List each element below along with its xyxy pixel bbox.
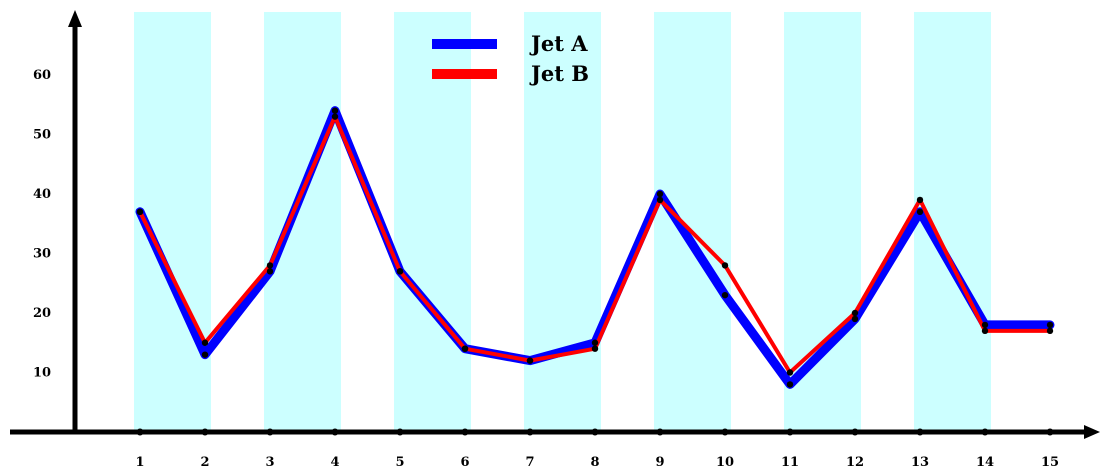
x-tick-label-8: 8: [590, 455, 599, 468]
data-point-jet-b-6: [461, 345, 469, 352]
y-tick-label-40: 40: [33, 187, 51, 202]
legend-label-jet-b: Jet B: [529, 61, 589, 86]
data-point-jet-b-12: [851, 309, 859, 317]
y-tick-label-20: 20: [33, 306, 51, 321]
y-tick-label-30: 30: [33, 247, 51, 262]
x-tick-mark-1: [136, 428, 144, 436]
data-point-jet-b-4: [331, 113, 339, 120]
data-points: [136, 107, 1054, 388]
x-tick-mark-8: [591, 428, 599, 436]
x-tick-label-12: 12: [846, 455, 864, 468]
x-tick-mark-12: [851, 428, 859, 436]
x-tick-label-3: 3: [265, 455, 274, 468]
data-point-jet-a-3: [266, 268, 274, 275]
legend: Jet A Jet B: [432, 31, 589, 86]
x-tick-mark-6: [461, 428, 469, 436]
data-point-jet-a-15: [1046, 321, 1054, 329]
shaded-band-6: [784, 12, 861, 432]
y-tick-label-10: 10: [33, 366, 51, 381]
shaded-band-2: [264, 12, 341, 432]
y-tick-label-50: 50: [33, 128, 51, 143]
data-point-jet-a-2: [201, 351, 209, 358]
x-tick-label-15: 15: [1041, 455, 1059, 468]
data-point-jet-b-5: [396, 268, 404, 275]
data-point-jet-a-14: [981, 321, 989, 329]
y-tick-label-60: 60: [33, 68, 51, 83]
x-tick-label-1: 1: [135, 455, 144, 468]
x-tick-label-13: 13: [911, 455, 929, 468]
x-tick-mark-4: [331, 428, 339, 436]
y-axis-arrow: [68, 10, 82, 27]
x-tick-mark-3: [266, 428, 274, 436]
data-point-jet-b-9: [656, 196, 664, 204]
x-tick-mark-10: [721, 428, 729, 436]
data-point-jet-b-13: [916, 196, 924, 204]
shaded-bands: [134, 12, 991, 432]
x-axis-arrow: [1084, 425, 1100, 439]
axes: [10, 10, 1100, 439]
data-point-jet-b-15: [1046, 327, 1054, 335]
x-tick-mark-7: [526, 428, 534, 436]
x-tick-mark-13: [916, 428, 924, 436]
data-point-jet-b-2: [201, 339, 209, 346]
data-point-jet-a-13: [916, 208, 924, 216]
x-tick-label-11: 11: [781, 455, 799, 468]
data-point-jet-b-8: [591, 345, 599, 352]
x-tick-mark-11: [786, 428, 794, 436]
data-point-jet-a-8: [591, 339, 599, 346]
shaded-band-3: [394, 12, 471, 432]
data-point-jet-b-11: [786, 369, 794, 376]
x-tick-mark-2: [201, 428, 209, 436]
x-tick-label-6: 6: [460, 455, 469, 468]
x-tick-label-7: 7: [525, 455, 534, 468]
shaded-band-5: [654, 12, 731, 432]
x-tick-label-9: 9: [655, 455, 664, 468]
data-point-jet-b-1: [136, 208, 144, 216]
legend-label-jet-a: Jet A: [529, 31, 588, 56]
x-tick-mark-14: [981, 428, 989, 436]
x-tick-mark-15: [1046, 428, 1054, 436]
data-point-jet-b-14: [981, 327, 989, 335]
x-tick-mark-9: [656, 428, 664, 436]
x-tick-mark-5: [396, 428, 404, 436]
data-point-jet-a-4: [331, 107, 339, 114]
data-point-jet-a-10: [721, 291, 729, 299]
x-tick-label-4: 4: [330, 455, 339, 468]
x-tick-label-10: 10: [716, 455, 734, 468]
data-point-jet-b-3: [266, 262, 274, 269]
x-tick-label-2: 2: [200, 455, 209, 468]
data-point-jet-b-7: [526, 357, 534, 364]
data-point-jet-a-12: [851, 315, 859, 323]
data-point-jet-b-10: [721, 262, 729, 269]
x-tick-label-14: 14: [976, 455, 994, 468]
x-tick-label-5: 5: [395, 455, 404, 468]
data-point-jet-a-9: [656, 190, 664, 198]
data-point-jet-a-11: [786, 381, 794, 388]
